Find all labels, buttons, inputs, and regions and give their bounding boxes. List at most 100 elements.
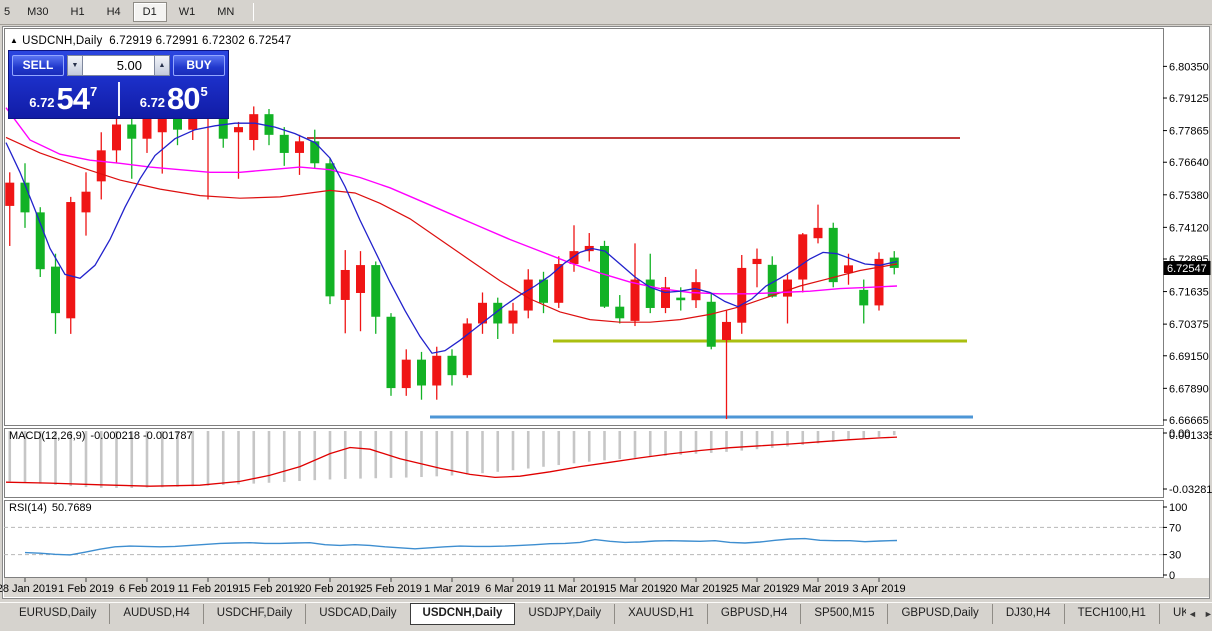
tab-xauusd-h1[interactable]: XAUUSD,H1 <box>614 604 707 624</box>
rsi-axis-label: 100 <box>1169 502 1187 514</box>
candle-body <box>798 234 808 280</box>
candle-body <box>432 355 442 386</box>
date-axis-label: 29 Mar 2019 <box>787 583 849 595</box>
date-axis-label: 15 Mar 2019 <box>604 583 666 595</box>
candle-body <box>478 302 487 324</box>
candle-body <box>523 279 533 311</box>
tab-tech100-h1[interactable]: TECH100,H1 <box>1063 604 1159 624</box>
macd-axis-max: 0.001335 <box>1169 430 1212 442</box>
buy-button[interactable]: BUY <box>173 55 225 76</box>
candle-body <box>676 297 686 301</box>
price-axis-label: 6.66665 <box>1169 415 1209 427</box>
candle-body <box>81 191 91 213</box>
volume-decrease-icon[interactable]: ▼ <box>67 55 83 76</box>
candle-body <box>615 306 625 319</box>
candle-body <box>51 266 60 314</box>
tab-usdcnh-daily[interactable]: USDCNH,Daily <box>409 603 516 625</box>
tab-usdcad-daily[interactable]: USDCAD,Daily <box>305 604 409 624</box>
candle-body <box>661 287 670 308</box>
candle-body <box>96 150 106 182</box>
chart-title: ▲ USDCNH,Daily 6.72919 6.72991 6.72302 6.… <box>10 35 291 47</box>
date-axis-label: 11 Feb 2019 <box>178 583 239 595</box>
volume-field[interactable]: 5.00 <box>83 55 154 76</box>
timeframe-button-h1[interactable]: H1 <box>70 6 85 18</box>
price-axis-label: 6.67890 <box>1169 383 1209 395</box>
candle-body <box>844 265 853 274</box>
tab-gbpusd-h4[interactable]: GBPUSD,H4 <box>706 604 800 624</box>
candle-body <box>645 279 655 308</box>
candle-body <box>508 310 518 324</box>
price-axis-label: 6.79125 <box>1169 93 1209 105</box>
ma-blue-line <box>5 122 898 354</box>
tab-usdjpy-daily[interactable]: USDJPY,Daily <box>528 607 602 619</box>
macd-axis-min: -0.032812 <box>1169 484 1212 496</box>
macd-signal-line <box>5 436 898 487</box>
chart-tab-bar: EURUSD,Daily AUDUSD,H4 USDCHF,Daily USDC… <box>0 602 1212 625</box>
tab-sp500-m15[interactable]: SP500,M15 <box>800 604 887 624</box>
tab-dj30-h4[interactable]: DJ30,H4 <box>991 604 1064 624</box>
tab-scroll-right-icon[interactable]: ► <box>1203 609 1212 619</box>
candle-body <box>554 264 564 303</box>
candle-body <box>66 202 76 319</box>
candle-body <box>35 212 45 270</box>
candle-body <box>783 279 792 297</box>
buy-price[interactable]: 6.72 80 5 <box>120 80 229 118</box>
price-axis-label: 6.75380 <box>1169 190 1209 202</box>
timeframe-button-w1[interactable]: W1 <box>178 6 196 18</box>
macd-values: -0.000218 -0.001787 <box>90 430 193 442</box>
volume-increase-icon[interactable]: ▲ <box>154 55 170 76</box>
sell-price-prefix: 6.72 <box>29 95 55 110</box>
date-axis-label: 1 Mar 2019 <box>424 583 480 595</box>
status-bar <box>0 625 1212 631</box>
candle-body <box>752 258 762 265</box>
candle-body <box>173 111 182 130</box>
sell-price[interactable]: 6.72 54 7 <box>9 80 118 118</box>
candle-body <box>401 359 411 389</box>
candle-body <box>828 227 838 283</box>
date-axis-strip <box>4 578 1209 597</box>
tab-gbpusd-daily[interactable]: GBPUSD,Daily <box>887 604 991 624</box>
price-axis-label: 6.70375 <box>1169 319 1209 331</box>
candlestick-series <box>5 101 899 420</box>
timeframe-button-mn[interactable]: MN <box>217 6 235 18</box>
date-axis-label: 20 Feb 2019 <box>299 583 361 595</box>
macd-pane-graphics <box>5 431 898 488</box>
candle-body <box>874 258 884 306</box>
price-axis-label: 6.71635 <box>1169 287 1209 299</box>
date-axis-label: 28 Jan 2019 <box>0 583 57 595</box>
toolbar-separator <box>253 3 255 21</box>
timeframe-button-h4[interactable]: H4 <box>106 6 121 18</box>
price-axis-label: 6.80350 <box>1169 61 1209 73</box>
rsi-indicator-label: RSI(14) 50.7689 <box>9 502 92 514</box>
macd-name: MACD(12,26,9) <box>9 430 86 442</box>
candle-body <box>325 163 335 297</box>
candle-body <box>600 245 609 307</box>
date-axis-label: 25 Mar 2019 <box>726 583 788 595</box>
candle-body <box>371 265 381 317</box>
date-axis: 28 Jan 2019 1 Feb 2019 6 Feb 2019 11 Feb 20… <box>0 578 906 595</box>
tab-audusd-h4[interactable]: AUDUSD,H4 <box>109 604 202 624</box>
timeframe-button-d1[interactable]: D1 <box>132 2 167 22</box>
candle-body <box>112 124 121 151</box>
candle-body <box>310 141 320 164</box>
candle-body <box>157 111 167 133</box>
tab-ukc-truncated[interactable]: UKC <box>1158 604 1186 624</box>
one-click-trade-panel: SELL ▼ 5.00 ▲ BUY 6.72 54 7 6.72 80 5 <box>8 50 229 119</box>
candle-body <box>447 355 457 376</box>
price-pane-graphics <box>5 101 973 420</box>
sell-button[interactable]: SELL <box>12 55 64 76</box>
price-axis-label: 6.74120 <box>1169 222 1209 234</box>
timeframe-button-m5[interactable]: 5 <box>4 6 11 18</box>
timeframe-button-m30[interactable]: M30 <box>27 6 49 18</box>
tab-eurusd-daily[interactable]: EURUSD,Daily <box>19 607 97 619</box>
date-axis-label: 3 Apr 2019 <box>852 583 905 595</box>
candle-body <box>142 116 152 139</box>
rsi-pane-graphics <box>4 526 1163 556</box>
ma-magenta-line <box>5 107 898 295</box>
tab-usdchf-daily[interactable]: USDCHF,Daily <box>202 604 305 624</box>
date-axis-label: 6 Feb 2019 <box>119 583 175 595</box>
tab-scroll-left-icon[interactable]: ◄ <box>1187 609 1197 619</box>
rsi-pane <box>4 500 1164 578</box>
candle-body <box>630 279 640 321</box>
